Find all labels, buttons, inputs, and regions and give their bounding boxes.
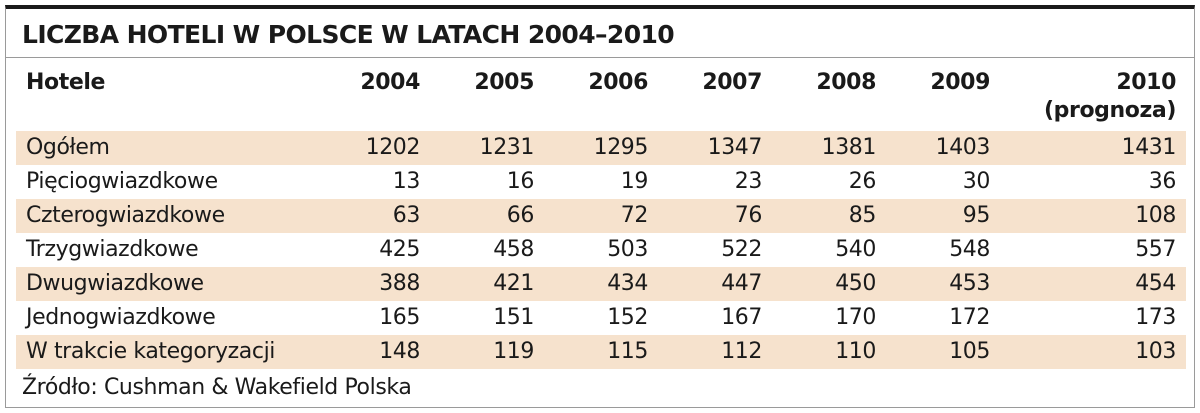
table-frame: LICZBA HOTELI W POLSCE W LATACH 2004–201… xyxy=(5,5,1195,408)
cell-value: 434 xyxy=(544,267,658,301)
cell-value: 72 xyxy=(544,199,658,233)
cell-value: 66 xyxy=(430,199,544,233)
cell-value: 173 xyxy=(1135,305,1176,330)
cell-value: 1381 xyxy=(772,131,886,165)
cell-value: 557 xyxy=(1135,237,1176,262)
row-label: W trakcie kategoryzacji xyxy=(16,335,316,369)
header-year-value: 2009 xyxy=(930,70,990,95)
cell-value: 170 xyxy=(835,305,876,330)
cell-value: 76 xyxy=(658,199,772,233)
cell-value: 447 xyxy=(658,267,772,301)
table-row: Dwugwiazdkowe 388 421 434 447 450 453 454 xyxy=(16,267,1186,301)
header-year-note: (prognoza) xyxy=(1044,98,1176,123)
cell-value: 95 xyxy=(886,199,1000,233)
row-label: Czterogwiazdkowe xyxy=(16,199,316,233)
header-year-value: 2004 xyxy=(360,70,420,95)
cell-value: 112 xyxy=(658,335,772,369)
row-label: Ogółem xyxy=(16,131,316,165)
cell-value: 454 xyxy=(1000,267,1186,301)
cell-value: 36 xyxy=(1148,169,1177,194)
cell-value: 108 xyxy=(1000,199,1186,233)
source-note: Źródło: Cushman & Wakefield Polska xyxy=(22,375,412,400)
cell-value: 152 xyxy=(607,305,648,330)
header-year-value: 2010 xyxy=(1116,70,1176,95)
row-label: Jednogwiazdkowe xyxy=(26,305,216,330)
cell-value: 1202 xyxy=(316,131,430,165)
cell-value: 1295 xyxy=(544,131,658,165)
cell-value: 453 xyxy=(886,267,1000,301)
header-year: 2008 xyxy=(772,61,886,131)
table-row: W trakcie kategoryzacji 148 119 115 112 110 10… xyxy=(16,335,1186,369)
header-year: 2006 xyxy=(544,61,658,131)
cell-value: 115 xyxy=(544,335,658,369)
cell-value: 85 xyxy=(772,199,886,233)
header-year: 2009 xyxy=(886,61,1000,131)
cell-value: 13 xyxy=(392,169,421,194)
row-label: Pięciogwiazdkowe xyxy=(26,169,218,194)
cell-value: 26 xyxy=(848,169,877,194)
header-year: 2010 (prognoza) xyxy=(1000,61,1186,131)
hotels-table: Hotele 2004 2005 2006 2007 2008 2009 201… xyxy=(16,61,1186,369)
cell-value: 105 xyxy=(886,335,1000,369)
cell-value: 1403 xyxy=(886,131,1000,165)
cell-value: 119 xyxy=(430,335,544,369)
cell-value: 63 xyxy=(316,199,430,233)
table-row: Jednogwiazdkowe 165 151 152 167 170 172 173 xyxy=(16,301,1186,335)
cell-value: 165 xyxy=(379,305,420,330)
cell-value: 103 xyxy=(1000,335,1186,369)
cell-value: 458 xyxy=(493,237,534,262)
cell-value: 540 xyxy=(835,237,876,262)
cell-value: 30 xyxy=(962,169,991,194)
header-year: 2005 xyxy=(430,61,544,131)
header-year: 2007 xyxy=(658,61,772,131)
table-title: LICZBA HOTELI W POLSCE W LATACH 2004–201… xyxy=(22,20,675,49)
cell-value: 388 xyxy=(316,267,430,301)
cell-value: 503 xyxy=(607,237,648,262)
table-body: Ogółem 1202 1231 1295 1347 1381 1403 1431 Pięcio… xyxy=(16,131,1186,369)
header-year: 2004 xyxy=(316,61,430,131)
header-year-value: 2007 xyxy=(702,70,762,95)
cell-value: 1347 xyxy=(658,131,772,165)
row-label: Dwugwiazdkowe xyxy=(16,267,316,301)
cell-value: 522 xyxy=(721,237,762,262)
cell-value: 548 xyxy=(949,237,990,262)
cell-value: 16 xyxy=(506,169,535,194)
header-row: Hotele 2004 2005 2006 2007 2008 2009 201… xyxy=(16,61,1186,131)
cell-value: 167 xyxy=(721,305,762,330)
cell-value: 172 xyxy=(949,305,990,330)
cell-value: 1231 xyxy=(430,131,544,165)
row-label: Trzygwiazdkowe xyxy=(26,237,199,262)
title-divider xyxy=(6,57,1194,58)
header-year-value: 2008 xyxy=(816,70,876,95)
cell-value: 425 xyxy=(379,237,420,262)
cell-value: 23 xyxy=(734,169,763,194)
cell-value: 151 xyxy=(493,305,534,330)
table-row: Ogółem 1202 1231 1295 1347 1381 1403 1431 xyxy=(16,131,1186,165)
header-hotele: Hotele xyxy=(26,70,106,95)
cell-value: 1431 xyxy=(1000,131,1186,165)
cell-value: 450 xyxy=(772,267,886,301)
header-year-value: 2005 xyxy=(474,70,534,95)
table-row: Pięciogwiazdkowe 13 16 19 23 26 30 36 xyxy=(16,165,1186,199)
table-row: Czterogwiazdkowe 63 66 72 76 85 95 108 xyxy=(16,199,1186,233)
cell-value: 148 xyxy=(316,335,430,369)
cell-value: 110 xyxy=(772,335,886,369)
cell-value: 19 xyxy=(620,169,649,194)
table-row: Trzygwiazdkowe 425 458 503 522 540 548 557 xyxy=(16,233,1186,267)
header-year-value: 2006 xyxy=(588,70,648,95)
cell-value: 421 xyxy=(430,267,544,301)
